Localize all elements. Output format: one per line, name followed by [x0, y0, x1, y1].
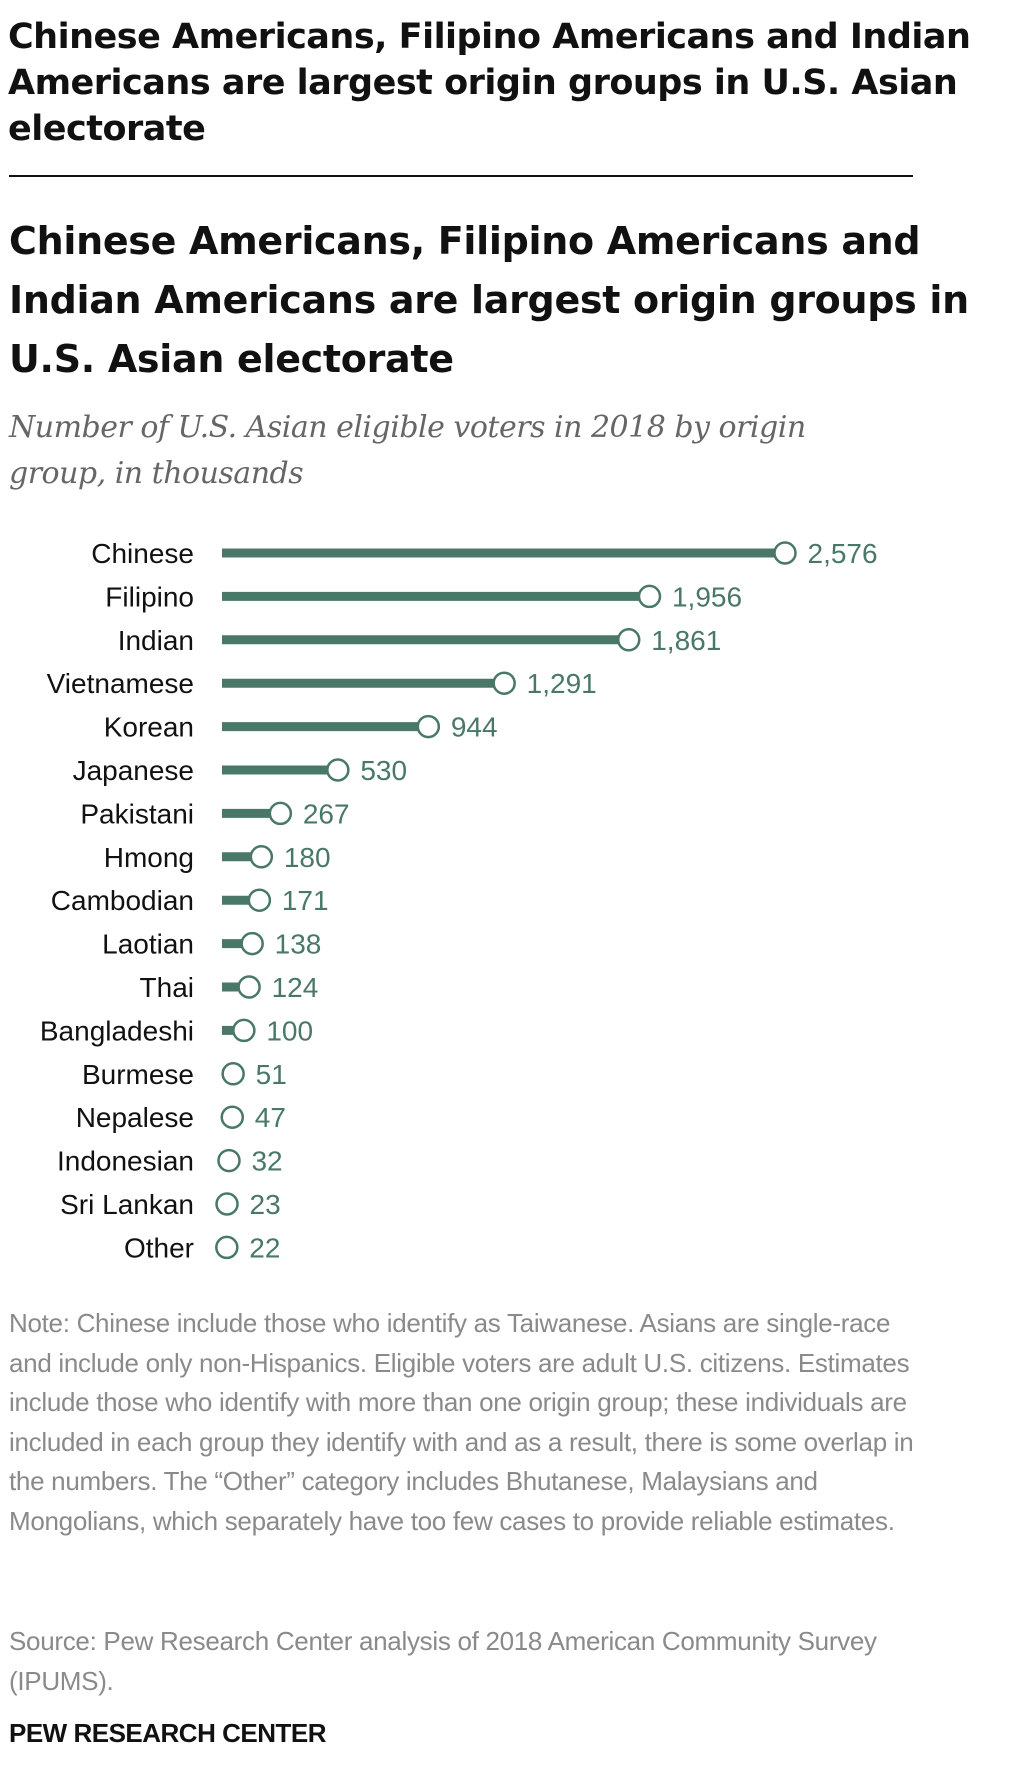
chart-title: Chinese Americans, Filipino Americans an…: [9, 219, 969, 381]
bar-end-marker: [215, 1235, 239, 1260]
bar-end-marker: [773, 541, 797, 565]
category-label: Cambodian: [51, 885, 194, 916]
value-label: 944: [451, 712, 498, 743]
bar-end-marker: [220, 1105, 245, 1129]
value-label: 1,956: [672, 581, 742, 612]
value-label: 47: [255, 1102, 286, 1133]
chart-source: Source: Pew Research Center analysis of …: [9, 1626, 877, 1696]
value-label: 51: [256, 1059, 287, 1090]
value-label: 530: [360, 755, 407, 786]
value-label: 138: [275, 929, 322, 960]
bar-end-marker: [249, 845, 274, 869]
bar-end-marker: [616, 628, 641, 652]
value-label: 171: [282, 885, 329, 916]
category-label: Thai: [140, 972, 194, 1003]
category-label: Nepalese: [76, 1102, 194, 1133]
brand-logo-text: PEW RESEARCH CENTER: [9, 1718, 326, 1748]
bar-end-marker: [217, 1148, 241, 1173]
bar-end-marker: [240, 931, 264, 956]
category-label: Laotian: [102, 929, 194, 960]
category-label: Burmese: [82, 1059, 194, 1090]
value-label: 100: [266, 1015, 313, 1046]
category-label: Other: [124, 1232, 194, 1263]
value-label: 267: [303, 798, 350, 829]
value-label: 124: [272, 972, 319, 1003]
value-label: 1,291: [527, 668, 597, 699]
chart-note: Note: Chinese include those who identify…: [9, 1308, 914, 1536]
page-headline: Chinese Americans, Filipino Americans an…: [8, 17, 971, 149]
category-label: Indonesian: [57, 1146, 194, 1177]
bar-end-marker: [247, 888, 272, 912]
divider: [9, 175, 913, 177]
bar-end-marker: [268, 801, 293, 826]
category-label: Korean: [104, 712, 194, 743]
value-label: 180: [284, 842, 331, 873]
value-label: 32: [251, 1146, 282, 1177]
category-label: Pakistani: [80, 798, 194, 829]
value-label: 1,861: [651, 625, 721, 656]
category-label: Chinese: [91, 538, 194, 569]
bar-end-marker: [232, 1018, 256, 1043]
bar-end-marker: [492, 671, 516, 695]
category-label: Japanese: [73, 755, 194, 786]
bar-end-marker: [326, 758, 350, 782]
value-label: 22: [249, 1232, 280, 1263]
category-label: Vietnamese: [47, 668, 194, 699]
value-label: 23: [250, 1189, 281, 1220]
lollipop-chart: Chinese 2,576 Filipino 1,956 Indian 1,861 Viet…: [40, 538, 878, 1263]
value-label: 2,576: [808, 538, 878, 569]
bar-end-marker: [215, 1192, 239, 1216]
bar-end-marker: [221, 1062, 245, 1086]
bar-end-marker: [416, 714, 441, 739]
chart-subtitle: Number of U.S. Asian eligible voters in …: [9, 410, 806, 491]
bar-end-marker: [637, 584, 662, 609]
category-label: Filipino: [105, 581, 194, 612]
category-label: Indian: [118, 625, 194, 656]
category-label: Hmong: [104, 842, 194, 873]
category-label: Sri Lankan: [60, 1189, 194, 1220]
bar-end-marker: [237, 975, 261, 999]
category-label: Bangladeshi: [40, 1015, 194, 1046]
